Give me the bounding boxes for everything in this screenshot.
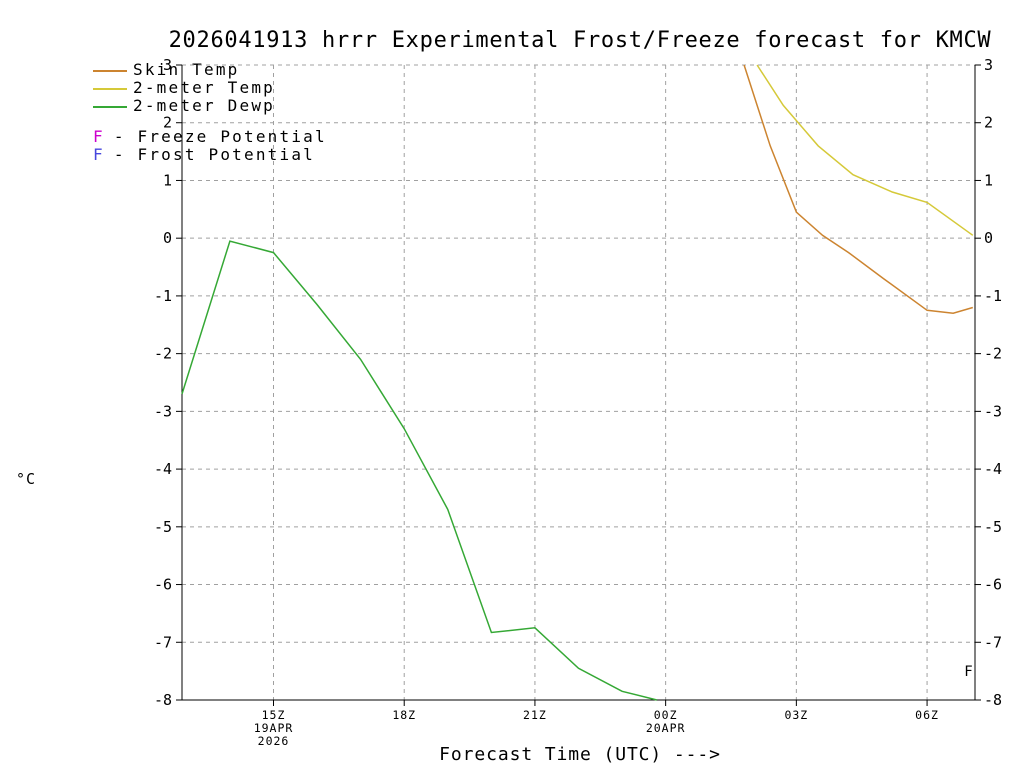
y-axis-label: °C	[16, 470, 37, 488]
x-tick-label: 06Z	[915, 708, 939, 722]
legend-item-skin-temp: Skin Temp	[93, 61, 327, 79]
y-tick-label: 2	[163, 114, 172, 132]
freeze-potential-marker: F	[964, 664, 972, 680]
legend-item-freeze-potential: F - Freeze Potential	[93, 128, 327, 146]
legend-item-2m-dewp: 2-meter Dewp	[93, 97, 327, 115]
y-tick-label: 0	[163, 229, 172, 247]
x-tick-label: 18Z	[392, 708, 416, 722]
y-tick-label: 1	[163, 171, 172, 189]
2m-dewp-line-swatch	[93, 105, 127, 108]
skin-temp-line	[743, 64, 974, 314]
y-tick-label: -7	[154, 633, 172, 651]
legend-label: - Freeze Potential	[113, 127, 327, 146]
y-tick-label: -2	[154, 345, 172, 363]
y-tick-label: -5	[154, 518, 172, 536]
y-tick-label: -3	[154, 402, 172, 420]
y-tick-label: -3	[984, 402, 1002, 420]
freeze-potential-symbol: F	[93, 127, 105, 146]
y-tick-label: -4	[984, 460, 1002, 478]
y-tick-label: -8	[984, 691, 1002, 709]
2-meter-temp-line	[756, 64, 974, 236]
2m-temp-line-swatch	[93, 87, 127, 90]
y-tick-label: -2	[984, 345, 1002, 363]
legend-label: - Frost Potential	[113, 145, 316, 164]
y-tick-label: 0	[984, 229, 993, 247]
y-tick-label: -6	[154, 576, 172, 594]
y-tick-label: 2	[984, 114, 993, 132]
legend-label: 2-meter Temp	[133, 78, 275, 97]
chart-title: 2026041913 hrrr Experimental Frost/Freez…	[168, 28, 992, 53]
y-tick-label: -8	[154, 691, 172, 709]
y-tick-label: -5	[984, 518, 1002, 536]
y-tick-label: -4	[154, 460, 172, 478]
y-tick-label: 3	[163, 56, 172, 74]
y-tick-label: 3	[984, 56, 993, 74]
x-tick-label: 00Z	[654, 708, 678, 722]
x-date-label: 20APR	[646, 721, 686, 735]
y-tick-label: -1	[984, 287, 1002, 305]
legend: Skin Temp 2-meter Temp 2-meter Dewp F - F…	[93, 61, 327, 164]
2-meter-dewp-line	[181, 240, 658, 701]
y-tick-label: 1	[984, 171, 993, 189]
frost-potential-symbol: F	[93, 145, 105, 164]
x-axis-label: Forecast Time (UTC) --->	[439, 744, 721, 765]
y-tick-label: -1	[154, 287, 172, 305]
x-tick-label: 21Z	[523, 708, 547, 722]
x-date-label: 2026	[258, 734, 290, 748]
y-tick-label: -6	[984, 576, 1002, 594]
y-tick-label: -7	[984, 633, 1002, 651]
legend-label: Skin Temp	[133, 60, 240, 79]
legend-item-2m-temp: 2-meter Temp	[93, 79, 327, 97]
x-date-label: 19APR	[254, 721, 294, 735]
legend-item-frost-potential: F - Frost Potential	[93, 146, 327, 164]
skin-temp-line-swatch	[93, 69, 127, 72]
x-tick-label: 15Z	[262, 708, 286, 722]
x-tick-label: 03Z	[784, 708, 808, 722]
legend-label: 2-meter Dewp	[133, 96, 275, 115]
